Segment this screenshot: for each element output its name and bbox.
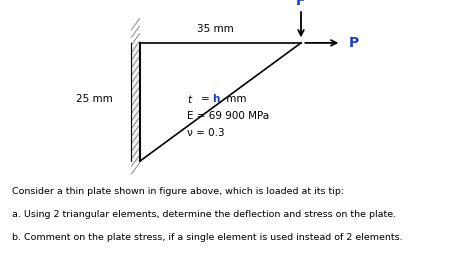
Text: b. Comment on the plate stress, if a single element is used instead of 2 element: b. Comment on the plate stress, if a sin…	[12, 233, 402, 242]
Text: P: P	[348, 36, 359, 50]
Text: a. Using 2 triangular elements, determine the deflection and stress on the plate: a. Using 2 triangular elements, determin…	[12, 210, 396, 219]
Text: mm: mm	[223, 94, 246, 104]
Text: ν = 0.3: ν = 0.3	[187, 128, 225, 138]
Text: F: F	[296, 0, 306, 8]
Text: h: h	[212, 94, 219, 104]
Text: 35 mm: 35 mm	[197, 24, 234, 34]
Text: Consider a thin plate shown in figure above, which is loaded at its tip:: Consider a thin plate shown in figure ab…	[12, 187, 344, 196]
Text: 25 mm: 25 mm	[76, 94, 113, 105]
Text: =: =	[201, 94, 209, 104]
Text: $t$: $t$	[187, 93, 193, 105]
Text: E = 69 900 MPa: E = 69 900 MPa	[187, 111, 269, 121]
